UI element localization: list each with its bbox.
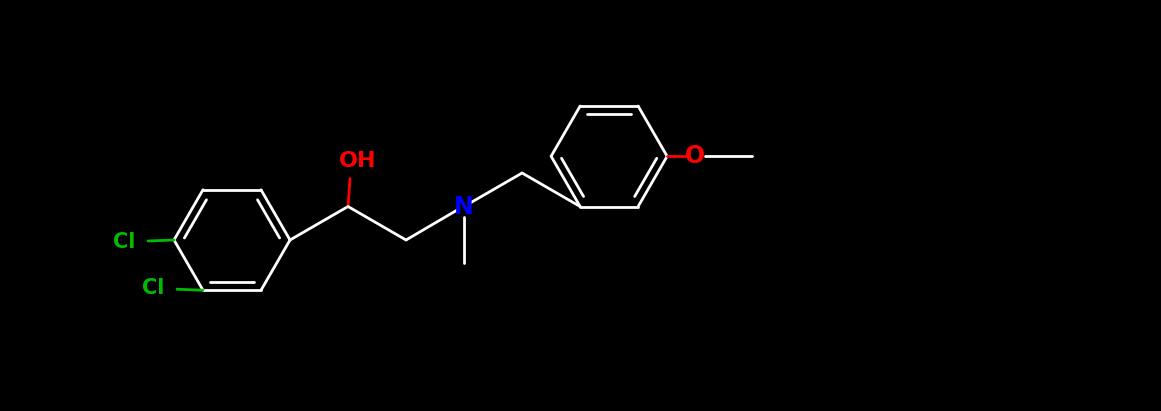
Text: OH: OH: [339, 150, 377, 171]
Text: Cl: Cl: [142, 278, 164, 298]
Text: N: N: [454, 194, 474, 219]
Text: Cl: Cl: [113, 232, 135, 252]
Text: O: O: [685, 144, 705, 168]
